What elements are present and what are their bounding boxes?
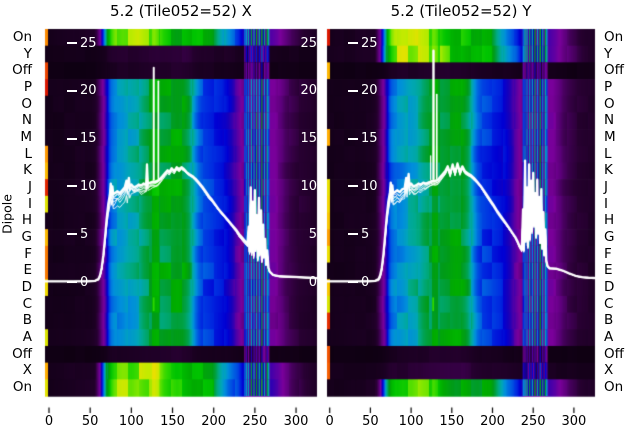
row-label-right-G-12: G bbox=[604, 229, 615, 246]
row-label-right-On-0: On bbox=[604, 28, 624, 45]
overlay-tick-label-left-10: 10 bbox=[80, 178, 97, 194]
row-label-right-Off-19: Off bbox=[604, 345, 624, 362]
overlay-tick-label-right-5: 5 bbox=[361, 226, 370, 242]
row-label-left-L-7: L bbox=[24, 145, 32, 162]
row-label-right-M-6: M bbox=[604, 128, 616, 145]
row-label-right-O-4: O bbox=[604, 95, 615, 112]
overlay-tick-label-left-0: 0 bbox=[80, 274, 89, 290]
row-label-left-K-8: K bbox=[23, 162, 32, 179]
overlay-tick-mark-left-20 bbox=[67, 89, 77, 92]
row-label-left-B-17: B bbox=[22, 312, 32, 329]
x-tick-label-x-150: 150 bbox=[160, 414, 185, 429]
row-label-right-Off-2: Off bbox=[604, 62, 624, 79]
x-tick-label-y-100: 100 bbox=[398, 414, 424, 429]
row-label-right-X-20: X bbox=[604, 362, 614, 379]
x-tick-label-y-0: 0 bbox=[325, 414, 334, 429]
row-label-left-C-16: C bbox=[22, 295, 32, 312]
overlay-tick-label-left-5: 5 bbox=[80, 226, 89, 242]
row-label-left-D-15: D bbox=[21, 279, 32, 296]
overlay-tick-label-left-20: 20 bbox=[80, 83, 97, 99]
row-label-right-B-17: B bbox=[604, 312, 614, 329]
row-label-left-Off-19: Off bbox=[12, 345, 32, 362]
overlay-tick-mark-left-5 bbox=[67, 233, 77, 236]
overlay-tick-mark-right-10 bbox=[347, 185, 358, 188]
x-tick-label-y-50: 50 bbox=[362, 414, 379, 429]
overlay-tick-mark-right-15 bbox=[347, 137, 358, 140]
overlay-tick-mark-right-0 bbox=[347, 281, 358, 283]
overlay-tick-mark-left-25 bbox=[67, 42, 77, 44]
overlay-tick-label-right-25: 25 bbox=[361, 35, 378, 51]
row-label-right-Y-1: Y bbox=[604, 45, 613, 62]
overlay-tick-label-right-0: 0 bbox=[361, 274, 370, 290]
row-label-right-E-14: E bbox=[604, 262, 613, 279]
x-tick-label-x-300: 300 bbox=[283, 414, 309, 429]
overlay-tick-mark-right-20 bbox=[347, 89, 358, 92]
row-label-left-On-0: On bbox=[12, 28, 32, 45]
row-label-right-N-5: N bbox=[604, 112, 615, 129]
overlay-tick-label-right-20: 20 bbox=[361, 83, 378, 99]
row-label-left-On-21: On bbox=[12, 379, 32, 396]
x-tick-label-y-200: 200 bbox=[480, 414, 505, 429]
x-tick-label-x-50: 50 bbox=[81, 414, 99, 429]
x-tick-label-x-200: 200 bbox=[201, 414, 227, 429]
overlay-tick-mark-right-5 bbox=[347, 233, 358, 236]
x-tick-label-y-150: 150 bbox=[439, 414, 465, 429]
row-label-right-K-8: K bbox=[604, 162, 613, 179]
row-label-right-On-21: On bbox=[604, 379, 624, 396]
row-label-left-A-18: A bbox=[22, 329, 32, 346]
overlay-tick-label-left-edge-20: 20 bbox=[300, 83, 317, 99]
row-label-left-Y-1: Y bbox=[23, 45, 32, 62]
row-label-right-I-10: I bbox=[604, 195, 608, 212]
row-label-left-Off-2: Off bbox=[12, 62, 32, 79]
overlay-tick-label-left-15: 15 bbox=[80, 131, 97, 147]
row-label-right-C-16: C bbox=[604, 295, 614, 312]
row-label-right-P-3: P bbox=[604, 78, 613, 95]
row-label-left-F-13: F bbox=[24, 245, 32, 262]
row-label-right-A-18: A bbox=[604, 329, 614, 346]
row-label-right-H-11: H bbox=[604, 212, 615, 229]
overlay-tick-label-left-edge-15: 15 bbox=[300, 131, 317, 147]
overlay-tick-label-left-edge-25: 25 bbox=[300, 35, 317, 51]
x-tick-label-x-250: 250 bbox=[242, 414, 268, 429]
x-tick-label-y-300: 300 bbox=[561, 414, 587, 429]
row-label-left-X-20: X bbox=[22, 362, 32, 379]
row-label-left-N-5: N bbox=[21, 112, 32, 129]
x-tick-label-x-0: 0 bbox=[44, 414, 54, 429]
overlay-tick-label-left-edge-5: 5 bbox=[308, 226, 317, 242]
row-label-left-M-6: M bbox=[20, 128, 32, 145]
overlay-tick-label-left-edge-10: 10 bbox=[300, 178, 317, 194]
overlay-tick-label-left-25: 25 bbox=[80, 35, 97, 51]
x-tick-label-x-100: 100 bbox=[118, 414, 144, 429]
overlay-tick-label-left-edge-0: 0 bbox=[308, 274, 317, 290]
overlay-tick-label-right-10: 10 bbox=[361, 178, 378, 194]
overlay-tick-mark-left-0 bbox=[67, 281, 77, 283]
row-label-left-J-9: J bbox=[28, 178, 32, 195]
x-tick-label-y-250: 250 bbox=[520, 414, 546, 429]
panel-title-y: 5.2 (Tile052=52) Y bbox=[390, 2, 532, 20]
overlay-tick-mark-right-25 bbox=[347, 42, 358, 44]
row-label-right-L-7: L bbox=[604, 145, 612, 162]
row-label-right-J-9: J bbox=[604, 178, 608, 195]
row-label-left-P-3: P bbox=[23, 78, 32, 95]
row-label-left-O-4: O bbox=[21, 95, 32, 112]
overlay-tick-mark-left-15 bbox=[67, 137, 77, 140]
row-label-right-D-15: D bbox=[604, 279, 615, 296]
row-label-left-E-14: E bbox=[23, 262, 32, 279]
overlay-tick-label-right-15: 15 bbox=[361, 131, 378, 147]
overlay-tick-mark-left-10 bbox=[67, 185, 77, 188]
panel-title-x: 5.2 (Tile052=52) X bbox=[110, 2, 252, 20]
row-label-right-F-13: F bbox=[604, 245, 612, 262]
row-label-left-H-11: H bbox=[21, 212, 32, 229]
row-label-left-G-12: G bbox=[21, 229, 32, 246]
row-label-left-I-10: I bbox=[28, 195, 32, 212]
